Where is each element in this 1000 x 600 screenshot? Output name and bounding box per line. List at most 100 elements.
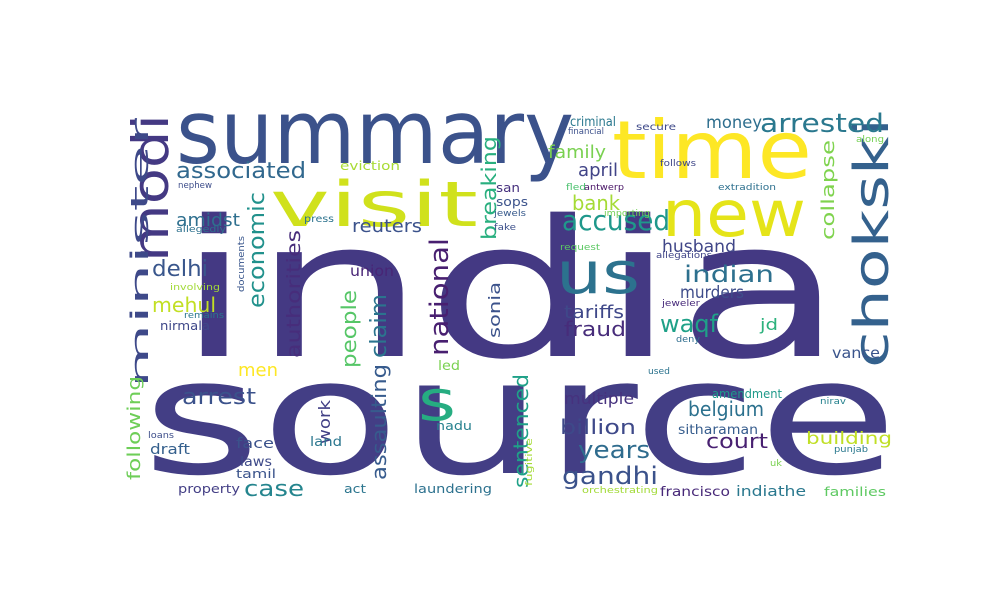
word-fled: fled xyxy=(566,183,586,193)
word-money: money xyxy=(706,113,762,133)
word-tariffs: tariffs xyxy=(564,302,624,323)
word-s: s xyxy=(418,369,456,434)
word-union: union xyxy=(350,262,394,280)
word-extradition: extradition xyxy=(718,183,776,193)
word-involving: involving xyxy=(170,283,220,293)
word-work: work xyxy=(315,399,334,444)
word-authorities: authorities xyxy=(283,230,305,358)
word-india: india xyxy=(176,180,844,401)
word-reuters: reuters xyxy=(352,216,422,237)
word-vance: vance xyxy=(832,344,880,362)
word-remains: remains xyxy=(184,311,224,321)
word-people: people xyxy=(337,290,361,368)
word-nirav: nirav xyxy=(820,397,847,407)
word-press: press xyxy=(304,214,334,225)
word-multiple: multiple xyxy=(564,389,634,408)
word-land: land xyxy=(310,435,342,450)
word-tamil: tamil xyxy=(236,467,276,481)
word-court: court xyxy=(706,429,768,453)
word-nirmala: nirmala xyxy=(160,319,210,333)
word-antwerp: antwerp xyxy=(584,183,624,193)
word-laws: laws xyxy=(240,455,272,470)
word-allegations: allegations xyxy=(656,251,712,261)
word-draft: draft xyxy=(150,442,191,458)
word-visit: visit xyxy=(270,168,478,241)
word-following: following xyxy=(124,376,145,480)
word-led: led xyxy=(438,359,460,374)
word-sentenced: sentenced xyxy=(509,374,533,488)
word-nephew: nephew xyxy=(178,181,212,191)
word-act: act xyxy=(344,482,366,496)
word-breaking: breaking xyxy=(477,136,501,240)
word-source: source xyxy=(142,324,898,511)
word-laundering: laundering xyxy=(414,482,492,496)
word-bank: bank xyxy=(572,191,620,215)
word-amidst: amidst xyxy=(176,210,240,231)
word-collapse: collapse xyxy=(818,140,839,240)
word-fugitive: fugitive xyxy=(525,437,535,486)
word-orchestrating: orchestrating xyxy=(582,486,658,496)
word-husband: husband xyxy=(662,237,736,257)
word-april: april xyxy=(578,160,618,181)
word-minister: minister xyxy=(126,118,154,388)
word-follows: follows xyxy=(660,159,696,169)
word-arrest: arrest xyxy=(182,385,256,410)
word-used: used xyxy=(648,367,670,377)
word-economic: economic xyxy=(245,192,270,308)
word-sops: sops xyxy=(496,195,528,209)
word-summary: summary xyxy=(176,81,574,184)
word-case: case xyxy=(244,477,304,502)
word-san: san xyxy=(496,181,520,195)
word-loans: loans xyxy=(148,431,174,441)
word-request: request xyxy=(560,243,601,253)
word-family: family xyxy=(548,142,606,163)
word-men: men xyxy=(238,360,278,381)
word-accused: accused xyxy=(562,204,670,237)
word-face: face xyxy=(236,436,274,452)
word-property: property xyxy=(178,482,240,496)
word-years: years xyxy=(578,436,650,464)
word-jeweler: jeweler xyxy=(661,299,700,309)
word-documents: documents xyxy=(237,236,247,292)
word-amendment: amendment xyxy=(712,387,782,401)
word-francisco: francisco xyxy=(660,485,730,500)
word-assaulting: assaulting xyxy=(367,364,391,480)
word-national: national xyxy=(425,238,455,356)
word-jd: jd xyxy=(759,315,778,334)
word-families: families xyxy=(824,485,886,499)
word-arrested: arrested xyxy=(760,109,884,139)
word-eviction: eviction xyxy=(340,159,400,173)
word-punjab: punjab xyxy=(834,445,868,455)
word-delhi: delhi xyxy=(152,257,208,282)
word-new: new xyxy=(662,178,806,252)
word-uk: uk xyxy=(770,459,783,469)
word-deny: deny xyxy=(676,335,701,345)
word-allegedly: allegedly xyxy=(176,225,227,235)
word-time: time xyxy=(612,104,812,197)
word-indiathe: indiathe xyxy=(736,484,806,500)
word-fake: fake xyxy=(494,223,517,233)
word-mehul: mehul xyxy=(152,293,216,317)
word-secure: secure xyxy=(636,122,676,133)
word-us: us xyxy=(556,239,640,307)
word-along: along xyxy=(856,135,884,145)
word-building: building xyxy=(806,429,892,449)
word-belgium: belgium xyxy=(688,397,764,421)
word-jewels: jewels xyxy=(493,209,526,219)
word-fraud: fraud xyxy=(564,317,626,341)
word-chokski: chokski xyxy=(844,118,900,368)
word-importing: importing xyxy=(604,209,650,219)
word-waqf: waqf xyxy=(660,310,719,338)
word-gandhi: gandhi xyxy=(562,462,658,490)
word-billion: billion xyxy=(560,415,636,439)
word-financial: financial xyxy=(568,127,604,137)
word-claim: claim xyxy=(367,294,392,358)
word-sonia: sonia xyxy=(485,282,504,338)
word-sitharaman: sitharaman xyxy=(678,423,758,438)
word-murders: murders xyxy=(680,283,744,303)
word-criminal: criminal xyxy=(570,115,616,130)
word-associated: associated xyxy=(176,159,306,184)
word-nadu: nadu xyxy=(436,419,472,433)
